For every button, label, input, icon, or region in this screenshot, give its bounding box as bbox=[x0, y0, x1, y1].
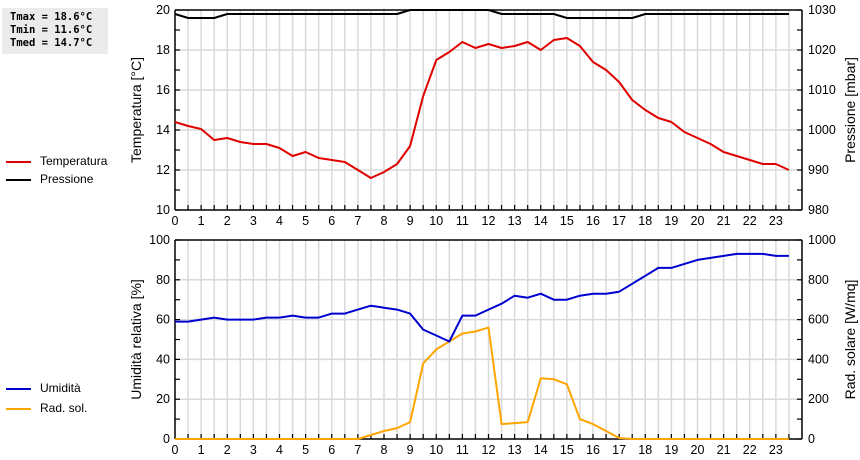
pressione-series bbox=[174, 9, 789, 19]
y2-tick-label: 400 bbox=[808, 352, 829, 366]
x-tick-label: 8 bbox=[381, 443, 388, 457]
y2-axis-title: Rad. solare [W/mq] bbox=[842, 280, 858, 400]
y-tick-label: 16 bbox=[156, 83, 170, 97]
tmax-label: Tmax = 18.6°C bbox=[10, 11, 93, 23]
y-tick-label: 80 bbox=[156, 273, 170, 287]
y2-tick-label: 0 bbox=[808, 432, 815, 446]
legend-item-umidita: Umidità bbox=[6, 381, 146, 397]
y-axis-title: Temperatura [°C] bbox=[128, 57, 144, 163]
legend-item-rad-sol: Rad. sol. bbox=[6, 401, 146, 417]
x-tick-label: 10 bbox=[429, 214, 443, 228]
x-tick-label: 14 bbox=[534, 214, 548, 228]
stats-box: Tmax = 18.6°C Tmin = 11.6°C Tmed = 14.7°… bbox=[2, 8, 108, 54]
x-tick-label: 9 bbox=[407, 443, 414, 457]
x-tick-label: 0 bbox=[172, 443, 179, 457]
tmin-label: Tmin = 11.6°C bbox=[10, 24, 93, 36]
radiation-line-swatch bbox=[6, 408, 31, 410]
y2-tick-label: 1010 bbox=[808, 83, 836, 97]
legend-label: Rad. sol. bbox=[40, 401, 88, 415]
x-tick-label: 15 bbox=[560, 443, 574, 457]
y-tick-label: 20 bbox=[156, 392, 170, 406]
y2-tick-label: 200 bbox=[808, 392, 829, 406]
rad-sol-series bbox=[175, 326, 789, 440]
humidity-line-swatch bbox=[6, 388, 31, 390]
x-tick-label: 6 bbox=[328, 443, 335, 457]
x-tick-label: 6 bbox=[328, 214, 335, 228]
x-tick-label: 0 bbox=[172, 214, 179, 228]
x-tick-label: 2 bbox=[224, 214, 231, 228]
y2-tick-label: 600 bbox=[808, 313, 829, 327]
y-axis-title: Umidità relativa [%] bbox=[128, 279, 144, 400]
y-tick-label: 18 bbox=[156, 43, 170, 57]
x-tick-label: 22 bbox=[743, 443, 757, 457]
y2-axis-title: Pressione [mbar] bbox=[842, 57, 858, 163]
y-tick-label: 60 bbox=[156, 313, 170, 327]
legend-label: Umidità bbox=[40, 381, 81, 395]
y2-tick-label: 1020 bbox=[808, 43, 836, 57]
x-tick-label: 23 bbox=[769, 214, 783, 228]
temperature-pressure-chart: 0 1 2 3 4 5 6 7 8 9 10 11 12 13 14 15 16 17 18 19 20 21 22 2310… bbox=[128, 3, 858, 228]
y-tick-label: 12 bbox=[156, 163, 170, 177]
x-tick-label: 1 bbox=[198, 443, 205, 457]
legend-label: Pressione bbox=[40, 172, 94, 186]
x-tick-label: 3 bbox=[250, 443, 257, 457]
x-tick-label: 18 bbox=[638, 214, 652, 228]
x-tick-label: 7 bbox=[354, 214, 361, 228]
legend-item-pressione: Pressione bbox=[6, 172, 146, 188]
x-tick-label: 20 bbox=[691, 214, 705, 228]
x-tick-label: 4 bbox=[276, 214, 283, 228]
x-tick-label: 5 bbox=[302, 214, 309, 228]
x-tick-label: 3 bbox=[250, 214, 257, 228]
x-tick-label: 5 bbox=[302, 443, 309, 457]
x-tick-label: 23 bbox=[769, 443, 783, 457]
temperatura-series bbox=[174, 37, 790, 179]
x-tick-label: 15 bbox=[560, 214, 574, 228]
x-tick-label: 19 bbox=[664, 214, 678, 228]
x-tick-label: 7 bbox=[354, 443, 361, 457]
y2-tick-label: 1000 bbox=[808, 233, 836, 247]
x-tick-label: 11 bbox=[456, 214, 469, 228]
x-tick-label: 14 bbox=[534, 443, 548, 457]
x-tick-label: 10 bbox=[429, 443, 443, 457]
legend-label: Temperatura bbox=[40, 154, 108, 168]
y-tick-label: 10 bbox=[156, 203, 170, 217]
x-tick-label: 22 bbox=[743, 214, 757, 228]
tmed-label: Tmed = 14.7°C bbox=[10, 37, 93, 49]
x-tick-label: 8 bbox=[381, 214, 388, 228]
y2-tick-label: 1000 bbox=[808, 123, 836, 137]
y2-tick-label: 990 bbox=[808, 163, 829, 177]
y-tick-label: 0 bbox=[163, 432, 170, 446]
x-tick-label: 11 bbox=[456, 443, 469, 457]
temperature-line-swatch bbox=[6, 161, 31, 163]
x-tick-label: 12 bbox=[482, 443, 496, 457]
pressure-line-swatch bbox=[6, 179, 31, 181]
x-tick-label: 13 bbox=[508, 443, 522, 457]
x-tick-label: 16 bbox=[586, 443, 600, 457]
y2-tick-label: 1030 bbox=[808, 3, 836, 17]
x-tick-label: 21 bbox=[717, 443, 731, 457]
y-tick-label: 100 bbox=[149, 233, 170, 247]
legend-item-temperatura: Temperatura bbox=[6, 154, 146, 170]
x-tick-label: 12 bbox=[482, 214, 496, 228]
x-tick-label: 18 bbox=[638, 443, 652, 457]
x-tick-label: 19 bbox=[664, 443, 678, 457]
x-tick-label: 17 bbox=[612, 214, 626, 228]
y-tick-label: 20 bbox=[156, 3, 170, 17]
x-tick-label: 4 bbox=[276, 443, 283, 457]
x-tick-label: 16 bbox=[586, 214, 600, 228]
y2-tick-label: 980 bbox=[808, 203, 829, 217]
y-tick-label: 14 bbox=[156, 123, 170, 137]
x-tick-label: 20 bbox=[691, 443, 705, 457]
y-tick-label: 40 bbox=[156, 352, 170, 366]
x-tick-label: 13 bbox=[508, 214, 522, 228]
x-tick-label: 17 bbox=[612, 443, 626, 457]
y2-tick-label: 800 bbox=[808, 273, 829, 287]
x-tick-label: 21 bbox=[717, 214, 731, 228]
x-tick-label: 2 bbox=[224, 443, 231, 457]
umidit-series bbox=[175, 252, 789, 343]
x-tick-label: 1 bbox=[198, 214, 205, 228]
x-tick-label: 9 bbox=[407, 214, 414, 228]
humidity-radiation-chart: 0 1 2 3 4 5 6 7 8 9 10 11 12 13 14 15 16 17 18 19 20 21 22 2302… bbox=[128, 233, 858, 457]
